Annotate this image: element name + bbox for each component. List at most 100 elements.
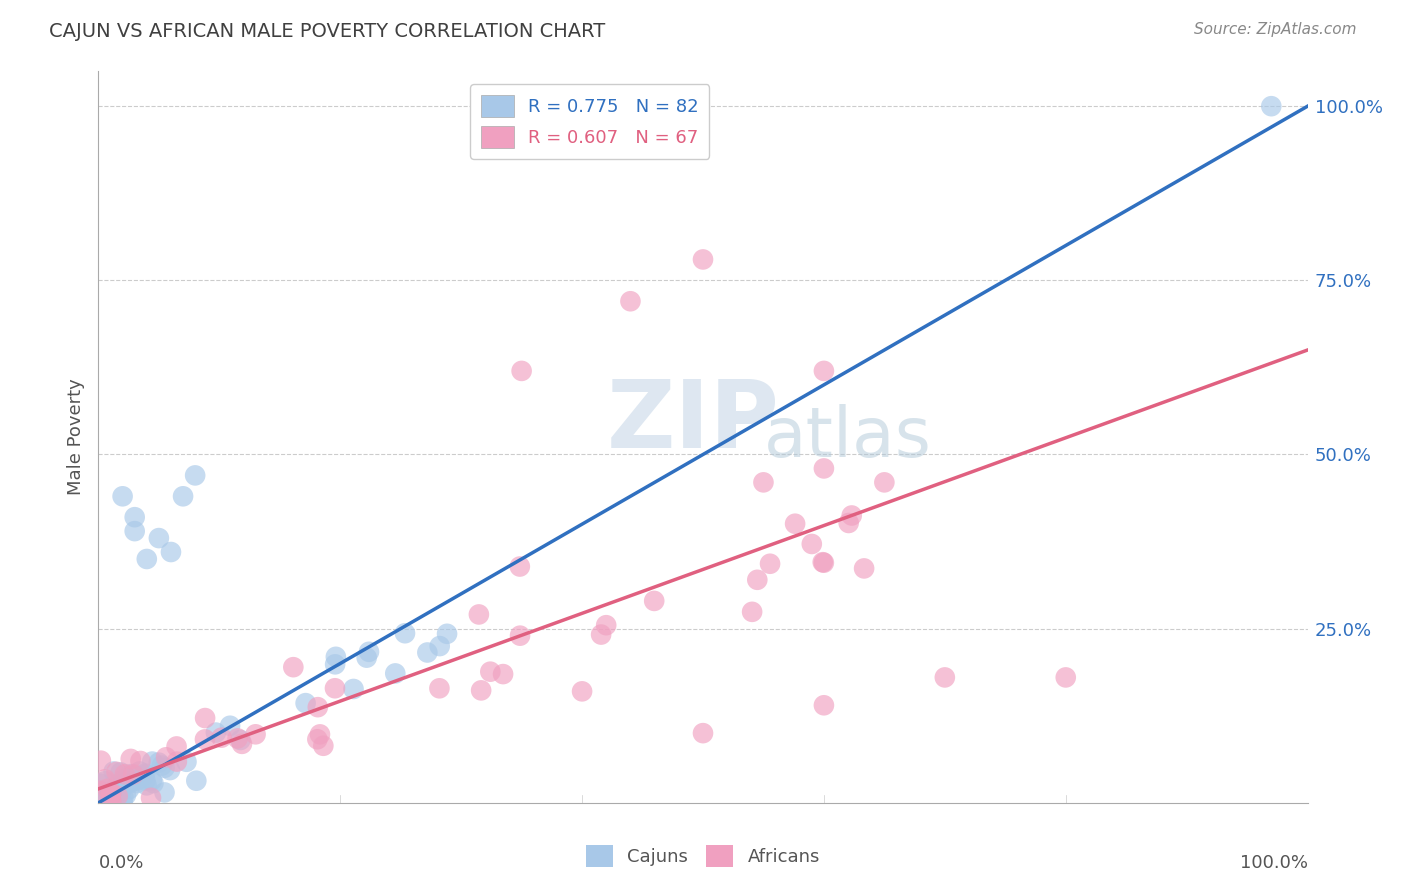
Point bbox=[100, 791, 122, 805]
Point bbox=[128, 764, 150, 779]
Point bbox=[121, 773, 143, 788]
Point bbox=[101, 796, 124, 810]
Point bbox=[100, 795, 122, 809]
Point bbox=[934, 670, 956, 684]
Point bbox=[160, 545, 183, 559]
Point bbox=[104, 781, 127, 796]
Point bbox=[643, 594, 665, 608]
Point bbox=[94, 772, 117, 787]
Point bbox=[111, 489, 134, 503]
Text: CAJUN VS AFRICAN MALE POVERTY CORRELATION CHART: CAJUN VS AFRICAN MALE POVERTY CORRELATIO… bbox=[49, 22, 606, 41]
Point bbox=[325, 649, 347, 664]
Point bbox=[384, 666, 406, 681]
Point bbox=[211, 731, 233, 745]
Point bbox=[509, 629, 531, 643]
Y-axis label: Male Poverty: Male Poverty bbox=[66, 379, 84, 495]
Point bbox=[120, 772, 142, 786]
Point bbox=[1260, 99, 1282, 113]
Point bbox=[112, 772, 135, 787]
Point bbox=[741, 605, 763, 619]
Point bbox=[135, 778, 157, 792]
Point bbox=[97, 790, 120, 805]
Point bbox=[107, 789, 129, 803]
Point bbox=[111, 796, 134, 810]
Point bbox=[110, 784, 132, 798]
Point bbox=[800, 537, 823, 551]
Point bbox=[172, 489, 194, 503]
Point bbox=[89, 796, 111, 810]
Point bbox=[813, 698, 835, 713]
Point bbox=[148, 531, 170, 545]
Point bbox=[692, 252, 714, 267]
Point bbox=[194, 711, 217, 725]
Point bbox=[112, 778, 135, 792]
Point bbox=[129, 754, 152, 768]
Point bbox=[89, 792, 111, 806]
Point bbox=[94, 774, 117, 789]
Point bbox=[470, 683, 492, 698]
Point bbox=[747, 573, 769, 587]
Point bbox=[323, 657, 346, 672]
Point bbox=[229, 733, 252, 747]
Point bbox=[132, 768, 155, 782]
Point bbox=[93, 793, 115, 807]
Point bbox=[110, 765, 132, 780]
Point bbox=[468, 607, 491, 622]
Point bbox=[194, 732, 217, 747]
Point bbox=[90, 777, 112, 791]
Point bbox=[90, 754, 112, 768]
Point bbox=[436, 627, 458, 641]
Point bbox=[89, 796, 111, 810]
Point bbox=[309, 727, 332, 741]
Point bbox=[619, 294, 641, 309]
Point bbox=[107, 777, 129, 791]
Point bbox=[245, 727, 267, 741]
Point bbox=[219, 719, 242, 733]
Point bbox=[87, 783, 110, 797]
Point bbox=[125, 776, 148, 790]
Point bbox=[96, 781, 118, 796]
Point bbox=[595, 618, 617, 632]
Point bbox=[155, 750, 177, 764]
Point bbox=[94, 792, 117, 806]
Point bbox=[571, 684, 593, 698]
Point bbox=[159, 763, 181, 777]
Point bbox=[114, 767, 136, 781]
Point bbox=[591, 627, 613, 641]
Point bbox=[150, 758, 173, 772]
Point bbox=[205, 725, 228, 739]
Point bbox=[134, 766, 156, 780]
Point bbox=[429, 639, 451, 653]
Point bbox=[752, 475, 775, 490]
Point bbox=[813, 556, 835, 570]
Point bbox=[98, 796, 121, 810]
Point bbox=[89, 789, 111, 803]
Point bbox=[111, 778, 134, 792]
Point bbox=[90, 796, 112, 810]
Point bbox=[873, 475, 896, 490]
Point bbox=[120, 752, 142, 766]
Point bbox=[153, 785, 176, 799]
Point bbox=[226, 731, 249, 746]
Point bbox=[479, 665, 502, 679]
Point bbox=[120, 775, 142, 789]
Point bbox=[100, 785, 122, 799]
Point bbox=[124, 524, 146, 538]
Point bbox=[416, 646, 439, 660]
Point bbox=[283, 660, 305, 674]
Point bbox=[357, 645, 380, 659]
Point bbox=[510, 364, 533, 378]
Point bbox=[492, 667, 515, 681]
Point bbox=[813, 461, 835, 475]
Point bbox=[838, 516, 860, 530]
Point bbox=[692, 726, 714, 740]
Point bbox=[139, 790, 162, 805]
Point bbox=[120, 767, 142, 781]
Point bbox=[759, 557, 782, 571]
Point bbox=[166, 755, 188, 769]
Legend: Cajuns, Africans: Cajuns, Africans bbox=[579, 838, 827, 874]
Text: Source: ZipAtlas.com: Source: ZipAtlas.com bbox=[1194, 22, 1357, 37]
Point bbox=[91, 796, 114, 810]
Point bbox=[90, 785, 112, 799]
Point bbox=[93, 785, 115, 799]
